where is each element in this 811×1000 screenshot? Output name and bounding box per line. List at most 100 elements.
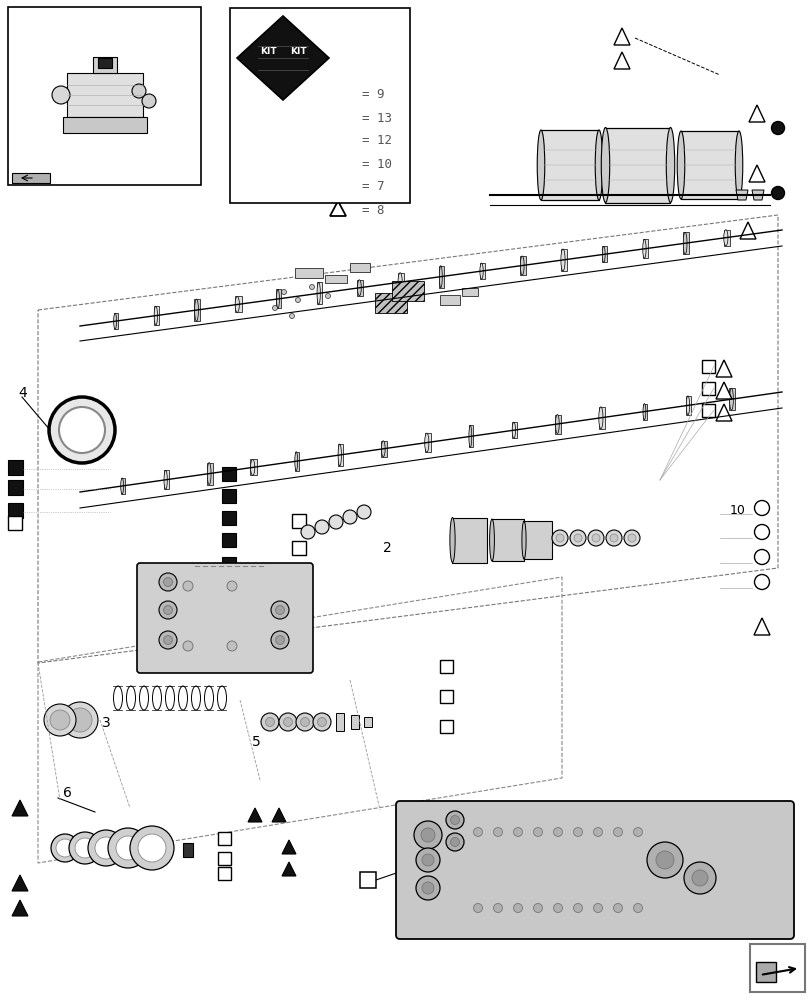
Circle shape bbox=[593, 904, 602, 912]
Ellipse shape bbox=[235, 296, 239, 312]
Circle shape bbox=[513, 828, 521, 836]
Bar bbox=[728, 388, 735, 410]
Ellipse shape bbox=[114, 313, 117, 329]
Bar bbox=[221, 489, 236, 503]
Circle shape bbox=[683, 862, 715, 894]
Ellipse shape bbox=[154, 306, 157, 325]
Ellipse shape bbox=[489, 519, 494, 561]
Circle shape bbox=[633, 904, 642, 912]
Bar bbox=[392, 281, 423, 301]
Ellipse shape bbox=[521, 521, 526, 559]
Bar bbox=[359, 872, 375, 888]
Circle shape bbox=[51, 834, 79, 862]
Circle shape bbox=[691, 870, 707, 886]
Circle shape bbox=[623, 530, 639, 546]
Bar bbox=[154, 306, 159, 325]
Circle shape bbox=[163, 636, 172, 645]
Text: = 10: = 10 bbox=[362, 157, 392, 170]
Circle shape bbox=[569, 530, 586, 546]
Circle shape bbox=[272, 306, 277, 310]
Circle shape bbox=[473, 904, 482, 912]
Bar bbox=[8, 503, 23, 518]
Bar bbox=[642, 239, 647, 258]
Bar bbox=[8, 460, 23, 475]
Bar bbox=[221, 511, 236, 525]
Bar bbox=[120, 478, 125, 494]
Bar bbox=[375, 293, 406, 313]
Bar bbox=[685, 396, 690, 415]
Bar bbox=[452, 518, 487, 562]
Circle shape bbox=[182, 581, 193, 591]
Circle shape bbox=[281, 290, 286, 294]
Circle shape bbox=[325, 294, 330, 298]
Circle shape bbox=[130, 826, 174, 870]
Bar bbox=[350, 263, 370, 272]
Bar bbox=[540, 130, 599, 200]
Polygon shape bbox=[12, 875, 28, 891]
Circle shape bbox=[655, 851, 673, 869]
Polygon shape bbox=[12, 900, 28, 916]
Circle shape bbox=[573, 534, 581, 542]
Circle shape bbox=[493, 828, 502, 836]
Bar bbox=[217, 832, 230, 845]
Circle shape bbox=[414, 821, 441, 849]
Bar bbox=[440, 690, 453, 703]
Polygon shape bbox=[247, 808, 262, 822]
Bar bbox=[605, 127, 670, 202]
Circle shape bbox=[533, 828, 542, 836]
Polygon shape bbox=[237, 16, 328, 100]
Circle shape bbox=[271, 601, 289, 619]
Ellipse shape bbox=[479, 263, 483, 279]
Circle shape bbox=[493, 904, 502, 912]
Bar bbox=[294, 268, 323, 278]
Bar bbox=[363, 717, 371, 727]
Bar bbox=[702, 382, 714, 395]
Polygon shape bbox=[329, 132, 345, 147]
Circle shape bbox=[159, 573, 177, 591]
Bar bbox=[164, 470, 169, 489]
Circle shape bbox=[605, 530, 621, 546]
Circle shape bbox=[553, 828, 562, 836]
Bar bbox=[555, 414, 560, 434]
Bar bbox=[8, 7, 201, 185]
Ellipse shape bbox=[734, 131, 742, 199]
Circle shape bbox=[450, 838, 459, 846]
Ellipse shape bbox=[676, 131, 684, 199]
Circle shape bbox=[88, 830, 124, 866]
Bar bbox=[520, 256, 526, 275]
Circle shape bbox=[116, 836, 139, 860]
Circle shape bbox=[301, 525, 315, 539]
Circle shape bbox=[275, 636, 284, 645]
Bar bbox=[195, 299, 200, 321]
Bar bbox=[440, 660, 453, 673]
Circle shape bbox=[422, 854, 433, 866]
Circle shape bbox=[613, 904, 622, 912]
Ellipse shape bbox=[164, 470, 167, 489]
Circle shape bbox=[317, 718, 326, 726]
Circle shape bbox=[49, 397, 115, 463]
FancyBboxPatch shape bbox=[396, 801, 793, 939]
Circle shape bbox=[415, 848, 440, 872]
Circle shape bbox=[68, 708, 92, 732]
Bar bbox=[230, 8, 410, 203]
Circle shape bbox=[551, 530, 568, 546]
Ellipse shape bbox=[121, 478, 123, 494]
Ellipse shape bbox=[512, 422, 515, 438]
Ellipse shape bbox=[520, 256, 523, 275]
Bar bbox=[350, 715, 358, 729]
Circle shape bbox=[753, 524, 769, 540]
Circle shape bbox=[95, 837, 117, 859]
Circle shape bbox=[295, 298, 300, 302]
Bar bbox=[221, 533, 236, 547]
Circle shape bbox=[108, 828, 148, 868]
Polygon shape bbox=[751, 190, 763, 200]
Bar bbox=[424, 433, 431, 452]
Circle shape bbox=[142, 94, 156, 108]
Circle shape bbox=[357, 505, 371, 519]
Circle shape bbox=[445, 811, 463, 829]
Circle shape bbox=[587, 530, 603, 546]
Bar bbox=[292, 541, 306, 555]
Text: = 13: = 13 bbox=[362, 111, 392, 124]
Text: = 8: = 8 bbox=[362, 204, 384, 217]
Circle shape bbox=[163, 578, 172, 586]
